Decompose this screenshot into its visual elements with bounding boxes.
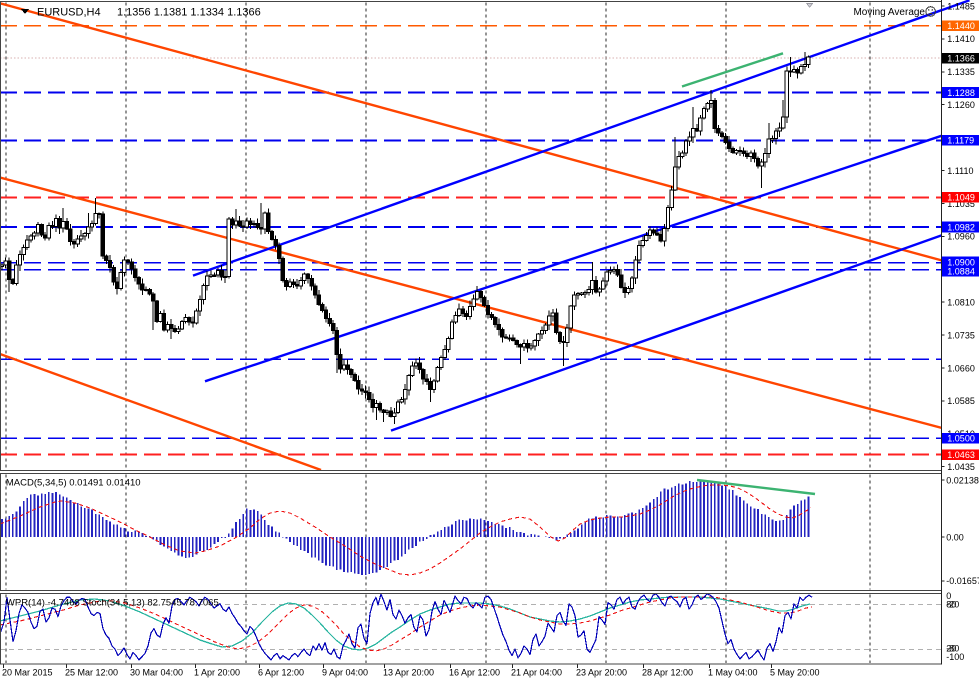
svg-text:1.1335: 1.1335 [947, 67, 975, 77]
svg-text:1.1410: 1.1410 [947, 34, 975, 44]
svg-text:1.0900: 1.0900 [947, 257, 975, 267]
svg-text:-20: -20 [946, 600, 959, 610]
svg-text:13 Apr 20:00: 13 Apr 20:00 [383, 668, 434, 678]
svg-text:1.1485: 1.1485 [947, 1, 975, 11]
svg-text:6 Apr 12:00: 6 Apr 12:00 [258, 668, 304, 678]
svg-text:0.00: 0.00 [946, 532, 964, 542]
svg-text:1.1356 1.1381 1.1334 1.1366: 1.1356 1.1381 1.1334 1.1366 [117, 6, 261, 18]
svg-text:1.0435: 1.0435 [947, 462, 975, 472]
svg-text:30 Mar 04:00: 30 Mar 04:00 [130, 668, 183, 678]
svg-text:1.0585: 1.0585 [947, 396, 975, 406]
svg-text:1.1049: 1.1049 [947, 193, 975, 203]
svg-text:0: 0 [946, 591, 951, 601]
svg-text:9 Apr 04:00: 9 Apr 04:00 [322, 668, 368, 678]
svg-text:-80: -80 [946, 644, 959, 654]
svg-text:1.1110: 1.1110 [947, 166, 973, 176]
svg-text:21 Apr 04:00: 21 Apr 04:00 [511, 668, 562, 678]
svg-text:80: 80 [946, 600, 956, 610]
svg-text:20: 20 [946, 644, 956, 654]
svg-text:1.0884: 1.0884 [947, 266, 975, 276]
svg-text:1.1260: 1.1260 [947, 100, 975, 110]
svg-text:25 Mar 12:00: 25 Mar 12:00 [65, 668, 118, 678]
svg-text:1.0735: 1.0735 [947, 330, 975, 340]
svg-text:16 Apr 12:00: 16 Apr 12:00 [449, 668, 500, 678]
svg-text:0.02138: 0.02138 [946, 475, 979, 485]
svg-text:1.0500: 1.0500 [947, 434, 975, 444]
svg-text:EURUSD,H4: EURUSD,H4 [37, 6, 101, 18]
svg-text:MACD(5,34,5) 0.01491 0.01410: MACD(5,34,5) 0.01491 0.01410 [6, 478, 141, 489]
svg-text:1 May 04:00: 1 May 04:00 [708, 668, 758, 678]
svg-text:1 Apr 20:00: 1 Apr 20:00 [194, 668, 240, 678]
svg-text:-0.01657: -0.01657 [946, 576, 979, 586]
svg-text:-100: -100 [946, 652, 964, 662]
svg-text:1.1288: 1.1288 [947, 88, 975, 98]
svg-text:1.1179: 1.1179 [947, 136, 974, 146]
svg-text:1.1366: 1.1366 [947, 54, 975, 64]
svg-text:1.0960: 1.0960 [947, 232, 975, 242]
svg-text:1.1035: 1.1035 [947, 199, 975, 209]
svg-text:1.0810: 1.0810 [947, 298, 975, 308]
svg-text:20 Mar 2015: 20 Mar 2015 [2, 668, 53, 678]
svg-text:WPR(14) -4.7468 Stoch(34,5,13: WPR(14) -4.7468 Stoch(34,5,13) 82.7545 7… [6, 598, 219, 609]
svg-text:23 Apr 20:00: 23 Apr 20:00 [576, 668, 627, 678]
svg-text:1.1440: 1.1440 [947, 21, 975, 31]
svg-text:5 May 20:00: 5 May 20:00 [770, 668, 820, 678]
svg-text:1.0463: 1.0463 [947, 450, 975, 460]
svg-text:1.0982: 1.0982 [947, 222, 975, 232]
svg-text:Moving Average: Moving Average [853, 7, 925, 18]
svg-text:28 Apr 12:00: 28 Apr 12:00 [642, 668, 693, 678]
svg-text:1.0660: 1.0660 [947, 363, 975, 373]
